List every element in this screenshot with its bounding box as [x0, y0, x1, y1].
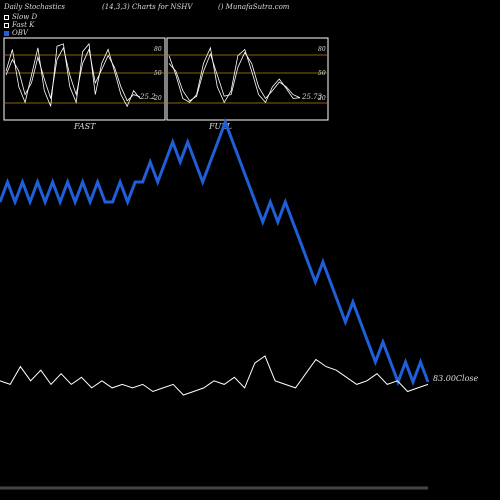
legend-swatch-fast-k [4, 22, 9, 28]
legend-label-slow-d: Slow D [12, 13, 38, 21]
legend-obv: OBV [4, 29, 28, 37]
fast-series-lines [5, 42, 141, 108]
close-label: 83.00Close [433, 374, 479, 383]
full-slow-d-line [168, 51, 301, 102]
full-tick-20: 20 [317, 95, 326, 102]
price-line [0, 355, 429, 396]
fast-panel-label: FAST [73, 122, 96, 131]
chart-title-right: () MunafaSutra.com [218, 3, 290, 11]
fast-value-label: 25.2 [139, 93, 156, 101]
full-value-label: 25.73 [301, 93, 323, 101]
fast-slow-d-line [5, 46, 141, 102]
legend-slow-d: Slow D [4, 13, 37, 21]
full-panel: 80 50 20 25.73 FULL [166, 37, 329, 131]
fast-tick-20: 20 [153, 95, 162, 102]
fast-tick-50: 50 [154, 70, 162, 77]
legend-label-obv: OBV [12, 29, 28, 37]
main-series-lines [0, 117, 430, 396]
fast-tick-80: 80 [154, 46, 162, 53]
fast-panel-frame [3, 37, 166, 121]
full-panel-frame [166, 37, 329, 121]
chart-title-left: Daily Stochastics [4, 3, 66, 11]
full-tick-80: 80 [318, 46, 326, 53]
legend-label-fast-k: Fast K [12, 21, 35, 29]
full-panel-label: FULL [208, 122, 232, 131]
legend-swatch-slow-d [4, 14, 9, 20]
chart-title-middle: (14,3,3) Charts for NSHV [102, 3, 193, 11]
legend-fast-k: Fast K [4, 21, 34, 29]
obv-line [0, 117, 430, 387]
full-series-lines [168, 46, 301, 104]
full-fast-k-line [168, 46, 301, 104]
legend-swatch-obv [4, 30, 9, 36]
full-tick-50: 50 [318, 70, 326, 77]
fast-panel: 80 50 20 25.2 FAST [3, 37, 166, 131]
